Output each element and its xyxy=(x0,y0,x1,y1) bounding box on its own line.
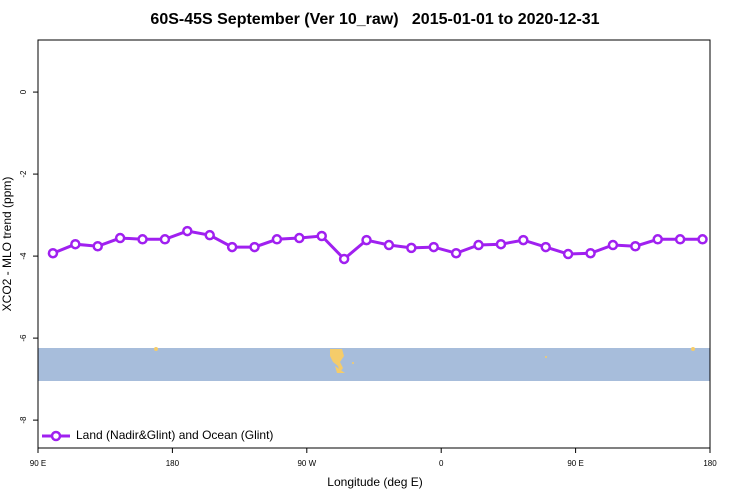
point xyxy=(361,234,372,246)
point xyxy=(450,247,462,259)
land-patch xyxy=(335,366,345,373)
x-tick-label: 90 E xyxy=(567,459,583,468)
point xyxy=(92,241,103,252)
point xyxy=(70,238,81,250)
legend-marker xyxy=(50,430,62,442)
land-patch xyxy=(545,356,547,358)
point xyxy=(159,234,171,245)
point xyxy=(47,247,59,259)
point xyxy=(294,232,305,244)
x-tick-label: 90 W xyxy=(297,459,316,468)
x-axis-label: Longitude (deg E) xyxy=(327,475,422,489)
point xyxy=(652,234,663,245)
point xyxy=(137,234,148,245)
point xyxy=(607,239,619,251)
point xyxy=(674,234,686,245)
point xyxy=(473,239,484,251)
point xyxy=(428,241,439,253)
land-patch xyxy=(330,349,344,372)
chart-title: 60S-45S September (Ver 10_raw) 2015-01-0… xyxy=(150,11,599,28)
x-tick-label: 90 E xyxy=(30,459,46,468)
point xyxy=(249,241,260,253)
point xyxy=(271,234,283,245)
point xyxy=(204,229,215,241)
point xyxy=(562,248,574,260)
point xyxy=(406,242,417,254)
point xyxy=(338,253,350,265)
point xyxy=(540,241,551,253)
point xyxy=(697,234,708,245)
y-axis-label: XCO2 - MLO trend (ppm) xyxy=(0,177,14,312)
point xyxy=(495,238,507,250)
legend-label: Land (Nadir&Glint) and Ocean (Glint) xyxy=(76,428,273,442)
point xyxy=(226,241,238,253)
point xyxy=(585,247,596,259)
series-line xyxy=(52,229,703,262)
x-tick-label: 180 xyxy=(703,459,717,468)
y-tick-label: -6 xyxy=(19,334,28,342)
point xyxy=(383,239,395,251)
land-patch xyxy=(691,347,695,351)
land-patch xyxy=(154,347,158,351)
point xyxy=(114,232,126,244)
point xyxy=(630,241,641,252)
y-tick-label: 0 xyxy=(19,89,28,94)
map-band xyxy=(38,347,710,381)
y-tick-label: -2 xyxy=(19,170,28,178)
point xyxy=(316,230,327,242)
x-tick-label: 0 xyxy=(439,459,444,468)
y-tick-label: -4 xyxy=(19,252,28,260)
ocean-band xyxy=(38,348,710,381)
point xyxy=(182,225,193,237)
land-patch xyxy=(352,362,354,364)
y-tick-label: -8 xyxy=(19,416,28,424)
plot-frame xyxy=(37,39,711,449)
point xyxy=(518,234,529,246)
x-tick-label: 180 xyxy=(166,459,180,468)
